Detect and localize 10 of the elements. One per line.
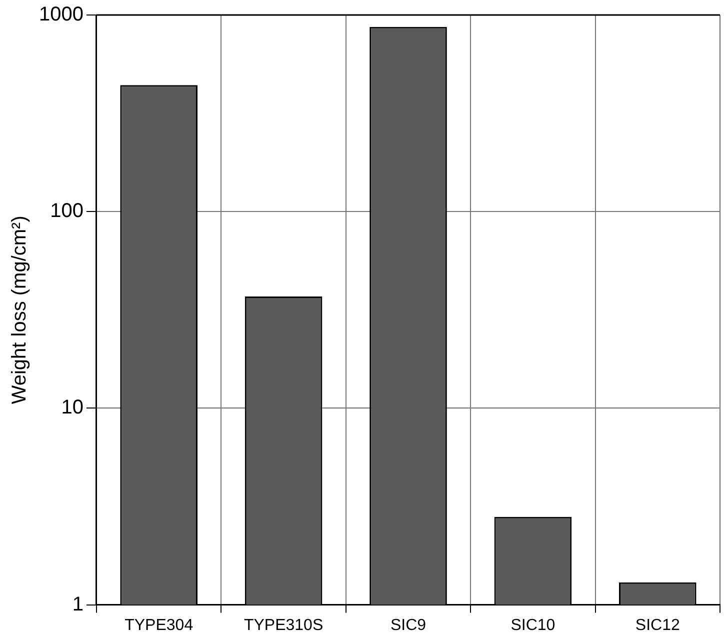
x-tick-label: SIC9 — [390, 616, 426, 634]
y-axis-title: Weight loss (mg/cm²) — [8, 216, 31, 404]
y-tick-label: 100 — [50, 200, 84, 222]
x-tick-label: TYPE310S — [244, 616, 324, 634]
x-tick-label: TYPE304 — [124, 616, 194, 634]
x-tick-label: SIC10 — [510, 616, 556, 634]
y-tick-label: 10 — [61, 396, 84, 419]
y-tick-label: 1000 — [38, 4, 84, 26]
y-tick-label: 1 — [72, 593, 84, 616]
x-tick-label: SIC12 — [635, 616, 680, 634]
